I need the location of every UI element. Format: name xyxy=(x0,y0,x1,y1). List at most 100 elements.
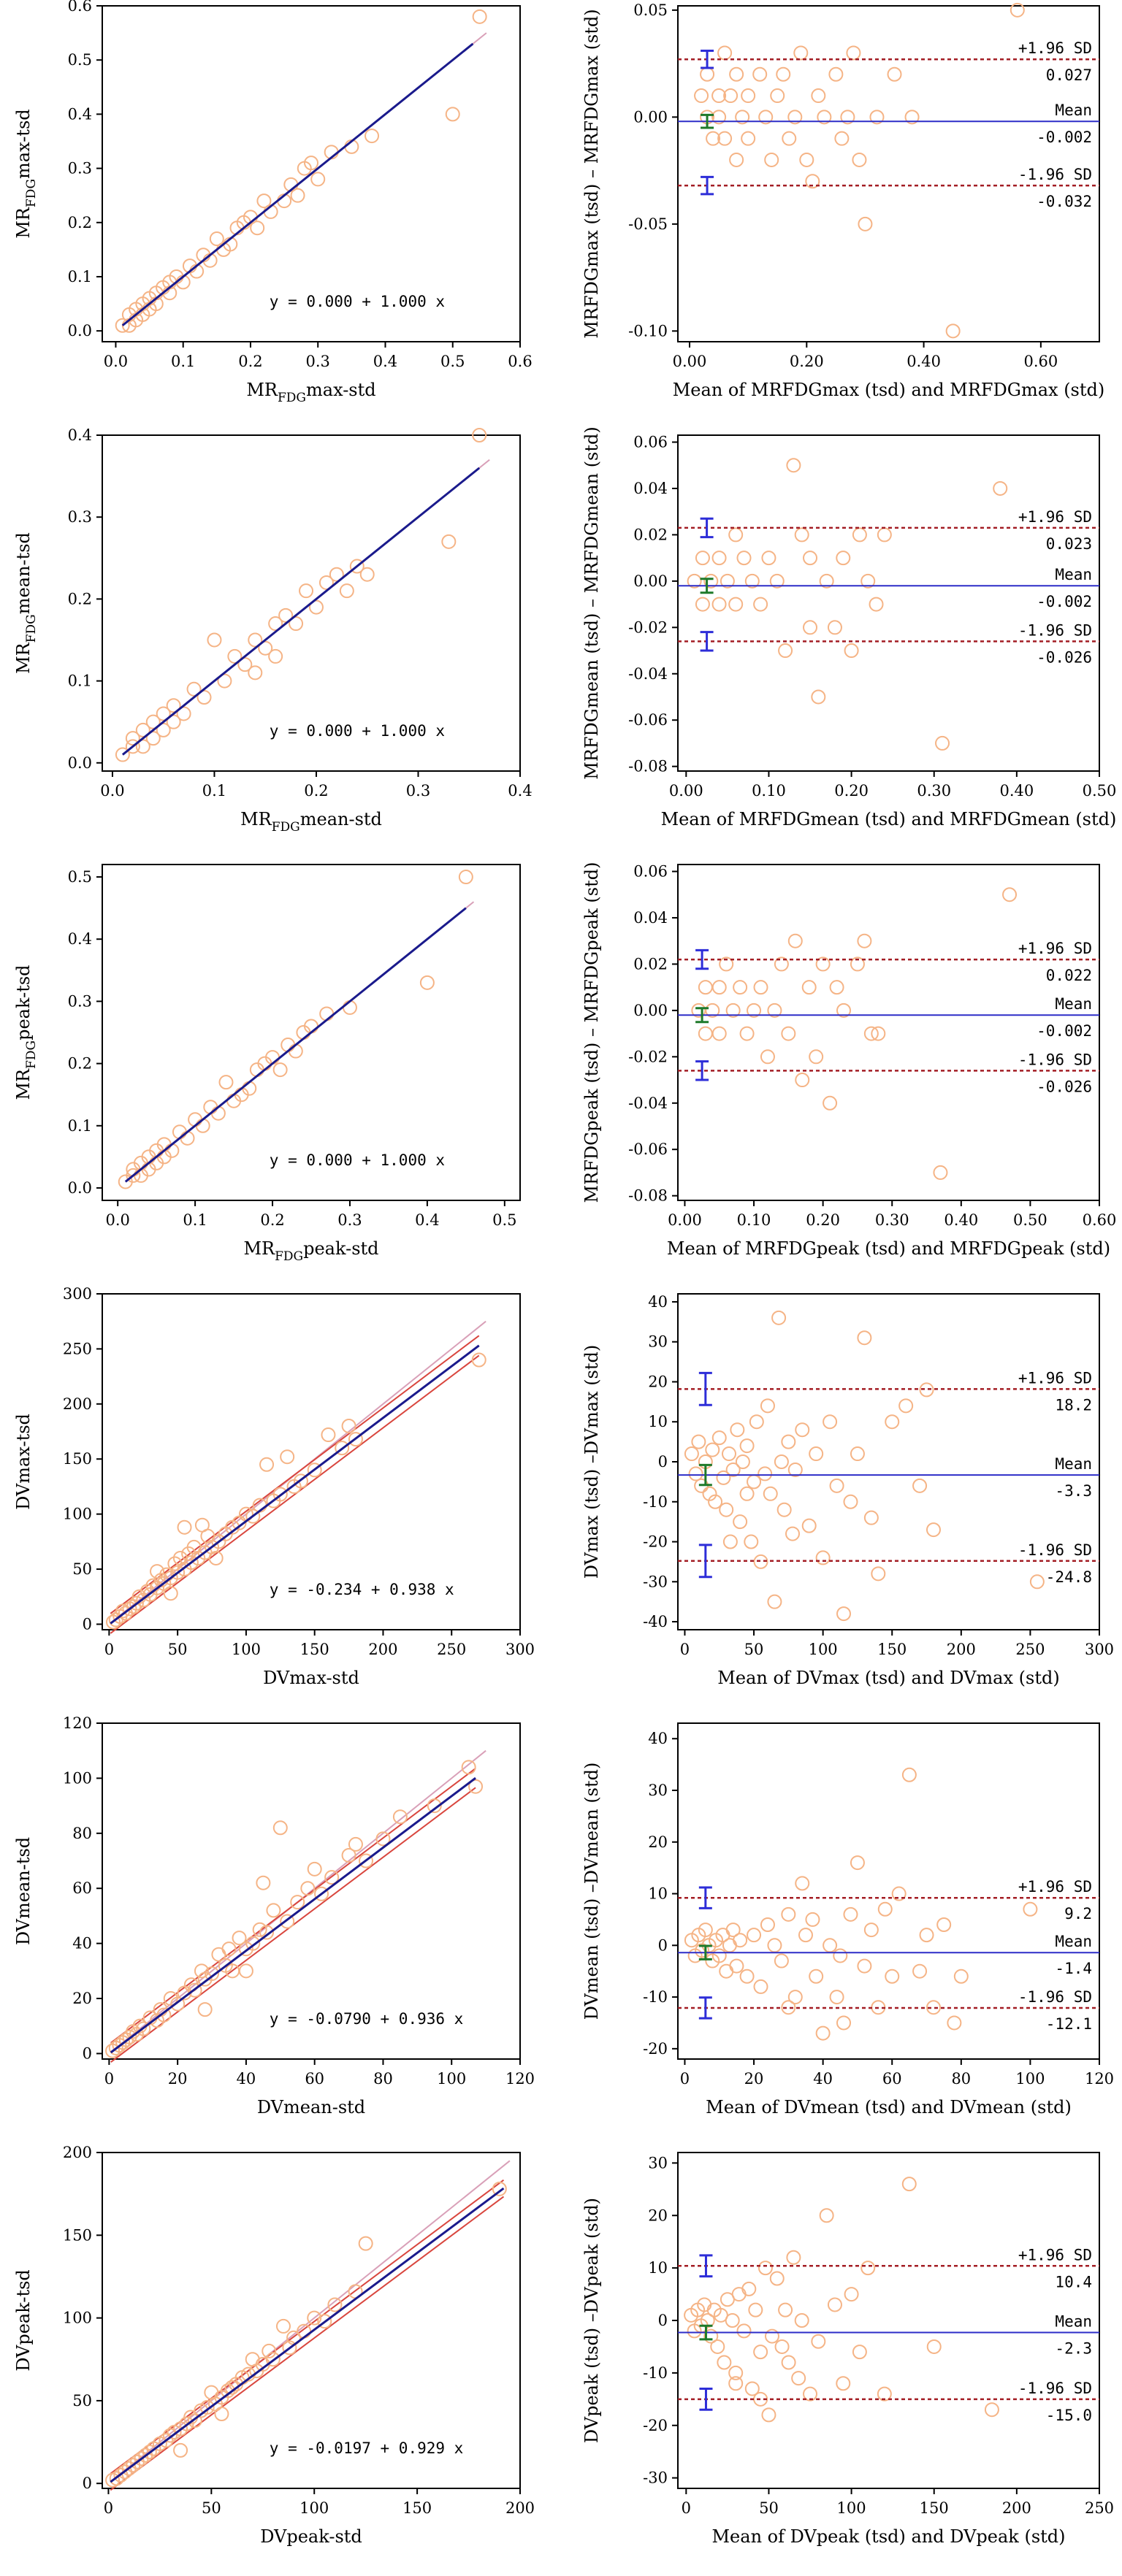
x-tick-label: 0.3 xyxy=(337,1211,362,1229)
data-point xyxy=(458,870,473,885)
y-tick-label: 10 xyxy=(648,2259,668,2277)
data-point xyxy=(936,1917,952,1932)
x-tick-label: 300 xyxy=(505,1641,535,1658)
lower-line-value: -15.0 xyxy=(1046,2407,1092,2424)
x-tick-label: 0 xyxy=(680,2070,690,2088)
data-point xyxy=(753,980,768,995)
plot-frame xyxy=(677,1293,1100,1630)
x-axis-label: DVpeak-std xyxy=(260,2526,362,2547)
x-tick-label: 60 xyxy=(305,2070,324,2088)
x-tick-label: 0.00 xyxy=(669,782,703,800)
data-point xyxy=(898,1398,914,1414)
x-tick-label: 0.50 xyxy=(1083,782,1117,800)
x-tick-label: 0.5 xyxy=(440,353,465,370)
data-point xyxy=(809,1446,824,1462)
data-point xyxy=(725,1003,741,1018)
y-tick-label: -0.08 xyxy=(628,758,668,775)
y-tick-label: 0.04 xyxy=(633,909,668,927)
data-point xyxy=(758,110,774,125)
data-point xyxy=(445,107,460,122)
lower-line-label: -1.96 SD xyxy=(1018,166,1092,183)
data-point xyxy=(214,2407,229,2422)
y-tick-label: -0.06 xyxy=(628,711,668,729)
data-point xyxy=(749,1414,764,1430)
data-point xyxy=(348,1432,363,1447)
y-tick-label: 20 xyxy=(648,1373,668,1390)
data-point xyxy=(798,1928,813,1943)
y-axis-label-subscript: FDG xyxy=(24,179,39,207)
y-tick-label: 0.3 xyxy=(68,508,92,526)
data-point xyxy=(770,88,785,104)
data-point xyxy=(262,2343,277,2358)
y-tick-label: 0.5 xyxy=(68,868,92,886)
x-tick-label: 250 xyxy=(1085,2499,1114,2517)
y-tick-label: 0.06 xyxy=(633,863,668,881)
mean-line-label: Mean xyxy=(1055,101,1092,119)
data-point xyxy=(318,575,334,590)
y-tick-label: -20 xyxy=(643,2417,668,2434)
y-tick-label: 50 xyxy=(72,2392,92,2410)
data-point xyxy=(197,2002,213,2017)
x-tick-label: 0.30 xyxy=(917,782,951,800)
x-tick-label: 0 xyxy=(104,2070,114,2088)
data-point xyxy=(419,975,435,990)
data-point xyxy=(729,152,744,167)
data-point xyxy=(744,1534,759,1549)
data-point xyxy=(314,1886,329,1901)
lower-line-value: -0.026 xyxy=(1037,648,1092,666)
y-tick-label: 0.04 xyxy=(633,480,668,497)
data-point xyxy=(248,632,263,648)
x-tick-label: 20 xyxy=(168,2070,188,2088)
data-point xyxy=(142,2445,157,2460)
data-point xyxy=(887,66,902,82)
data-point xyxy=(259,1925,275,1940)
data-point xyxy=(272,1487,288,1502)
data-point xyxy=(760,1917,775,1932)
x-tick-label: 150 xyxy=(300,1641,329,1658)
data-point xyxy=(125,739,140,754)
y-axis-label: DVmean-tsd xyxy=(13,1837,34,1945)
lower-line-value: -24.8 xyxy=(1046,1568,1092,1586)
data-point xyxy=(823,1095,838,1111)
data-point xyxy=(307,2310,322,2326)
data-point xyxy=(238,1963,253,1979)
upper-line-value: 9.2 xyxy=(1064,1905,1092,1923)
data-point xyxy=(935,735,950,751)
regression-equation: y = -0.234 + 0.938 x xyxy=(270,1581,454,1598)
chart-panel-6: 0.00 0.10 0.20 0.30 0.40 0.50 0.60 0.06 0.04 0.02… xyxy=(581,862,1116,1259)
data-point xyxy=(307,1861,322,1877)
plot-frame xyxy=(677,864,1100,1201)
data-point xyxy=(860,2261,876,2276)
data-point xyxy=(186,681,202,697)
data-point xyxy=(711,551,727,566)
data-point xyxy=(321,1427,336,1443)
data-point xyxy=(753,1979,768,1994)
data-point xyxy=(794,527,809,543)
data-point xyxy=(710,2339,725,2354)
data-point xyxy=(836,551,851,566)
data-point xyxy=(1010,2,1025,18)
x-axis-label-main: MR xyxy=(243,1238,275,1259)
mean-line-label: Mean xyxy=(1055,2313,1092,2331)
x-tick-label: 0.3 xyxy=(406,782,430,800)
data-point xyxy=(904,110,920,125)
lower-line-value: -0.032 xyxy=(1037,193,1092,210)
x-tick-label: 100 xyxy=(837,2499,866,2517)
upper-line-label: +1.96 SD xyxy=(1018,1878,1092,1895)
y-axis-label-suffix: max-tsd xyxy=(13,109,34,179)
data-point xyxy=(308,599,324,615)
y-tick-label: 0.06 xyxy=(633,434,668,451)
y-tick-label: -0.05 xyxy=(628,215,668,233)
data-point xyxy=(728,2376,744,2391)
x-axis-label: MRFDGpeak-std xyxy=(243,1238,378,1264)
y-tick-label: -10 xyxy=(643,1493,668,1511)
y-tick-label: -0.04 xyxy=(628,665,668,683)
data-point xyxy=(719,1502,734,1517)
data-point xyxy=(706,131,721,146)
data-point xyxy=(919,1382,934,1398)
y-tick-label: 0.1 xyxy=(68,672,92,690)
data-point xyxy=(196,690,212,705)
y-tick-label: 100 xyxy=(63,1769,92,1787)
y-tick-label: 0 xyxy=(658,1453,668,1471)
